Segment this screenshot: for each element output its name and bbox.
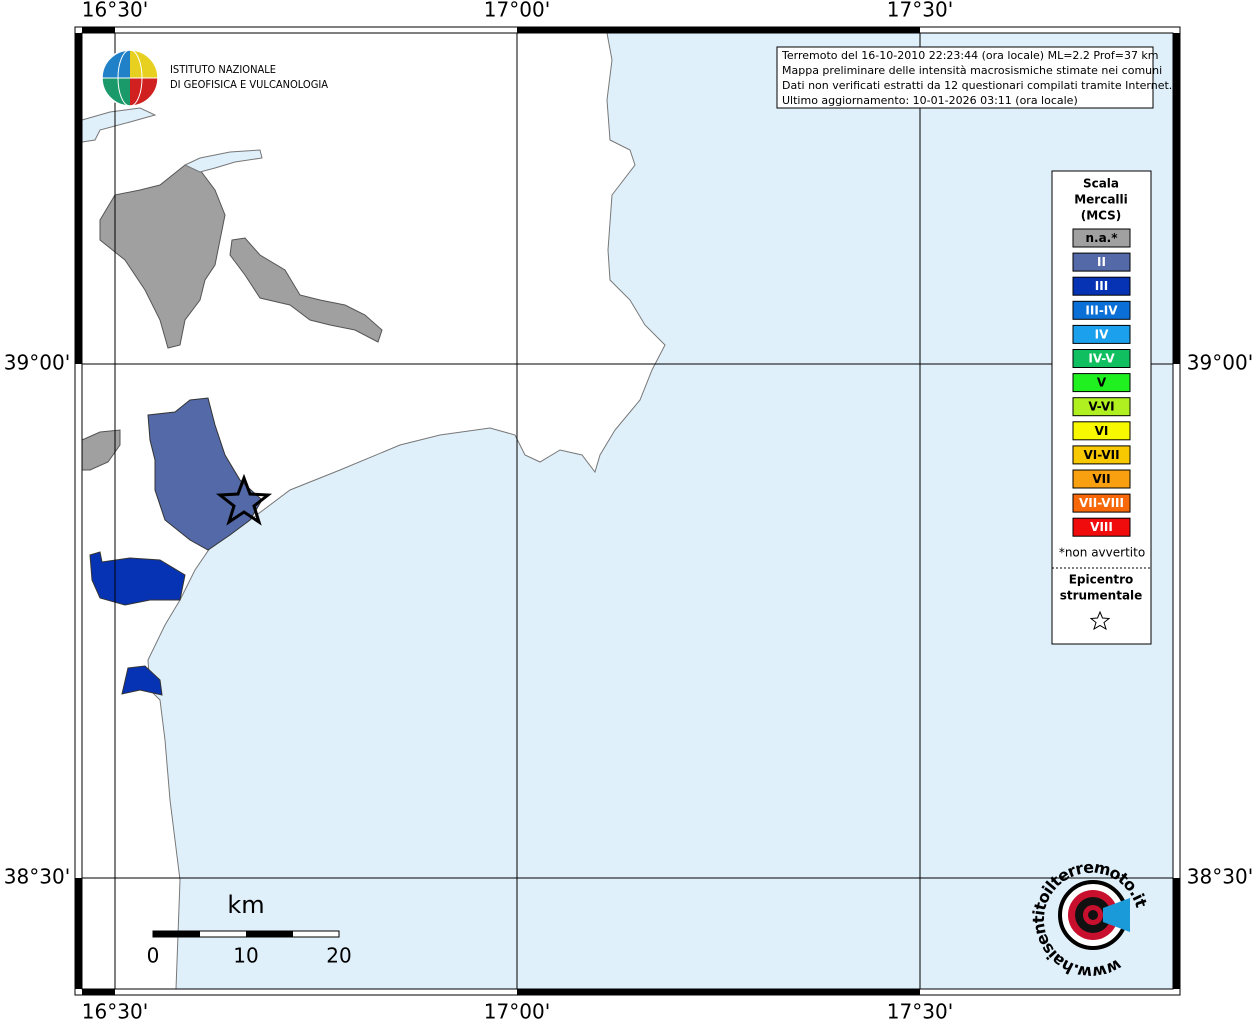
legend-swatch bbox=[1072, 421, 1131, 441]
frame-bar bbox=[75, 878, 82, 989]
legend-swatch bbox=[1072, 517, 1131, 537]
legend-swatch bbox=[1072, 349, 1131, 368]
info-line: Mappa preliminare delle intensità macros… bbox=[782, 64, 1162, 77]
legend-swatch bbox=[1072, 397, 1131, 417]
legend-swatch bbox=[1072, 469, 1131, 489]
scale-bar bbox=[152, 930, 340, 938]
region-iii bbox=[121, 665, 163, 696]
frame-bar bbox=[1173, 878, 1180, 989]
lon-label: 16°30' bbox=[82, 1000, 148, 1024]
lat-label: 39°00' bbox=[4, 351, 70, 375]
globe-part bbox=[130, 78, 158, 106]
legend-star bbox=[1089, 610, 1111, 631]
legend-swatch bbox=[1072, 252, 1131, 272]
legend-title: Scala bbox=[1083, 177, 1119, 191]
legend-label: II bbox=[1097, 255, 1106, 269]
lon-label: 17°00' bbox=[484, 0, 550, 22]
legend-label: III bbox=[1095, 279, 1108, 293]
legend-swatch bbox=[1072, 324, 1131, 344]
epicenter bbox=[215, 473, 273, 526]
watermark-logo bbox=[1058, 880, 1130, 950]
megaphone bbox=[1103, 898, 1130, 932]
legend-label: VII bbox=[1092, 472, 1110, 486]
legend-label: V-VI bbox=[1088, 400, 1114, 414]
graticule bbox=[82, 33, 1173, 989]
legend-swatch bbox=[1072, 300, 1131, 320]
info-line: Dati non verificati estratti da 12 quest… bbox=[782, 79, 1172, 92]
frame-bar bbox=[75, 33, 82, 364]
legend-label: IV bbox=[1095, 327, 1109, 341]
legend-title: (MCS) bbox=[1081, 209, 1122, 223]
frame-bar bbox=[517, 27, 920, 33]
legend-epicenter: strumentale bbox=[1060, 589, 1143, 603]
scale-label: 0 bbox=[147, 944, 160, 968]
lon-label: 17°00' bbox=[484, 1000, 550, 1024]
info-box bbox=[776, 46, 1154, 109]
ingv-logo bbox=[101, 49, 159, 107]
region-na bbox=[81, 429, 121, 471]
ring bbox=[1088, 910, 1098, 920]
legend-label: VIII bbox=[1090, 520, 1113, 534]
legend-swatch bbox=[1072, 373, 1131, 393]
frame-bar bbox=[82, 27, 115, 33]
info-line: Terremoto del 16-10-2010 22:23:44 (ora l… bbox=[781, 49, 1159, 62]
lon-label: 16°30' bbox=[82, 0, 148, 22]
lat-label: 38°30' bbox=[4, 865, 70, 889]
region-na bbox=[229, 237, 383, 343]
legend-label: VI-VII bbox=[1083, 448, 1119, 462]
scale-bar-segment bbox=[246, 931, 293, 937]
frame-bar bbox=[517, 989, 920, 995]
frame-bar bbox=[1173, 33, 1180, 364]
legend-label: VII-VIII bbox=[1079, 496, 1124, 510]
logo-text: ISTITUTO NAZIONALE bbox=[170, 63, 276, 76]
scale-bar-segment bbox=[153, 931, 200, 937]
inlet bbox=[81, 107, 157, 143]
info-line: Ultimo aggiornamento: 10-01-2026 03:11 (… bbox=[782, 94, 1078, 107]
legend-label: n.a.* bbox=[1085, 231, 1118, 245]
scale-unit: km bbox=[227, 891, 264, 919]
lat-label: 39°00' bbox=[1187, 351, 1253, 375]
legend-swatch bbox=[1072, 493, 1131, 513]
legend-epicenter: Epicentro bbox=[1069, 573, 1134, 587]
lake bbox=[183, 149, 263, 173]
lon-label: 17°30' bbox=[887, 1000, 953, 1024]
legend-label: III-IV bbox=[1085, 303, 1118, 317]
frame bbox=[74, 26, 1181, 996]
scale-label: 10 bbox=[233, 944, 258, 968]
lat-label: 38°30' bbox=[1187, 865, 1253, 889]
sea bbox=[147, 32, 1174, 990]
legend-swatch bbox=[1072, 276, 1131, 296]
frame-bar bbox=[82, 989, 115, 995]
globe-part bbox=[102, 50, 130, 78]
legend-note: *non avvertito bbox=[1059, 546, 1145, 560]
legend-label: V bbox=[1097, 376, 1107, 390]
lon-label: 17°30' bbox=[887, 0, 953, 22]
globe-part bbox=[130, 50, 158, 78]
legend-title: Mercalli bbox=[1074, 193, 1128, 207]
scale-label: 20 bbox=[326, 944, 351, 968]
region-iii bbox=[89, 551, 186, 606]
legend-label: IV-V bbox=[1088, 352, 1115, 366]
legend-swatch bbox=[1072, 228, 1131, 248]
legend-swatch bbox=[1072, 445, 1131, 465]
legend-label: VI bbox=[1095, 424, 1109, 438]
logo-text: DI GEOFISICA E VULCANOLOGIA bbox=[170, 78, 328, 91]
